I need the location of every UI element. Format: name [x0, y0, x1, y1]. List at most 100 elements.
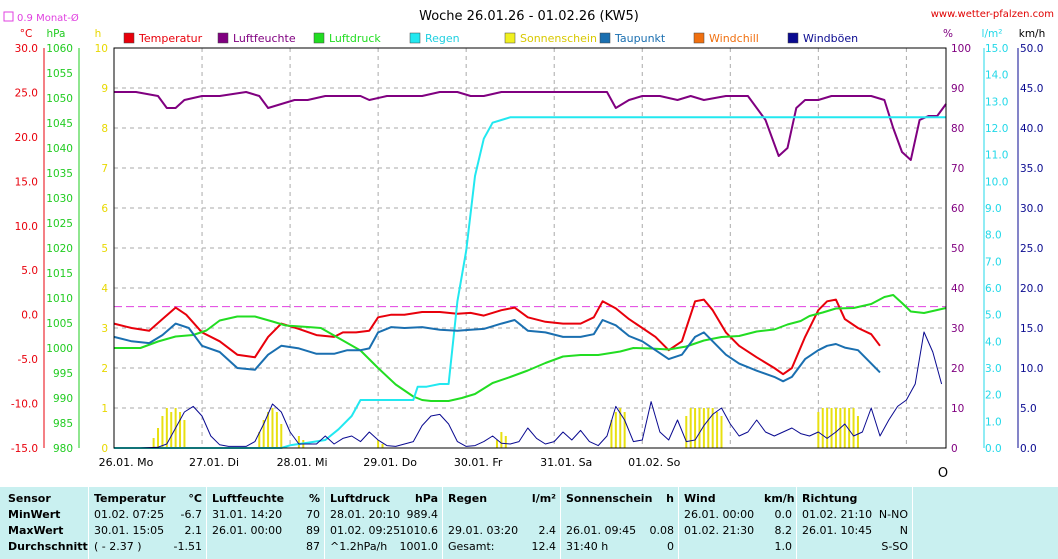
- cell-value: -6.7: [180, 508, 202, 521]
- chart-legend: Temperatur Luftfeuchte Luftdruck Regen Sonne…: [123, 32, 858, 45]
- pressure-tick: 990: [53, 393, 73, 405]
- cell-value: 0.08: [649, 524, 675, 537]
- sunshine-bar: [297, 436, 300, 448]
- sunshine-bar: [152, 438, 155, 448]
- pressure-tick: 985: [53, 418, 73, 430]
- series-line-windböen: [114, 331, 943, 449]
- sunshine-bar: [381, 444, 384, 448]
- pressure-tick: 1035: [46, 168, 73, 180]
- rain-tick: 10.0: [985, 176, 1008, 188]
- unit-left: °C: [20, 28, 33, 40]
- humidity-tick: 100: [951, 43, 971, 55]
- sunshine-bar: [702, 408, 705, 448]
- sunshine-tick: 5: [101, 243, 108, 255]
- temp-tick: -5.0: [18, 354, 39, 366]
- wind-tick: 10.0: [1020, 363, 1043, 375]
- sunshine-bar: [280, 424, 283, 448]
- sunshine-bar: [258, 432, 261, 448]
- table-divider: [912, 487, 913, 559]
- cell-value: 8.2: [774, 524, 793, 537]
- table-divider: [560, 487, 561, 559]
- cell-date: 01.02. 09:25: [330, 524, 401, 537]
- cell-date: ( - 2.37 ): [94, 540, 142, 553]
- legend-label: Sonnenschein: [520, 32, 597, 45]
- temp-tick: 20.0: [15, 132, 38, 144]
- legend-label: Windböen: [803, 32, 858, 45]
- pressure-tick: 1020: [46, 243, 73, 255]
- column-unit: km/h: [764, 492, 795, 505]
- cell-date: 26.01. 10:45: [802, 524, 873, 537]
- x-tick-label: 26.01. Mo: [99, 456, 154, 469]
- column-header: Regen: [448, 492, 488, 505]
- cell-date: 26.01. 00:00: [684, 508, 755, 521]
- sunshine-bar: [504, 436, 507, 448]
- pressure-tick: 1055: [46, 68, 73, 80]
- table-divider: [206, 487, 207, 559]
- cell-value: 1.0: [774, 540, 793, 553]
- sunshine-bar: [711, 408, 714, 448]
- sunshine-bar: [157, 428, 160, 448]
- unit-right: km/h: [1019, 28, 1046, 40]
- sunshine-bar: [500, 432, 503, 448]
- statistics-table: Sensor MinWert MaxWert Durchschnitt Temperat…: [0, 487, 1058, 559]
- wind-tick: 15.0: [1020, 323, 1043, 335]
- series-line-regen: [114, 116, 946, 449]
- sunshine-tick: 3: [101, 323, 108, 335]
- sunshine-bar: [267, 412, 270, 448]
- row-label: MaxWert: [8, 524, 64, 537]
- wind-tick: 5.0: [1020, 403, 1037, 415]
- pressure-tick: 1040: [46, 143, 73, 155]
- sunshine-bar: [161, 416, 164, 448]
- humidity-tick: 50: [951, 243, 964, 255]
- sunshine-bar: [848, 408, 851, 448]
- sunshine-tick: 4: [101, 283, 108, 295]
- rain-tick: 6.0: [985, 283, 1002, 295]
- table-divider: [442, 487, 443, 559]
- sunshine-bar: [843, 408, 846, 448]
- wind-tick: 40.0: [1020, 123, 1043, 135]
- pressure-tick: 980: [53, 443, 73, 455]
- legend-label: Temperatur: [138, 32, 203, 45]
- column-header: Richtung: [802, 492, 858, 505]
- temp-tick: 10.0: [15, 221, 38, 233]
- humidity-tick: 60: [951, 203, 964, 215]
- site-url: www.wetter-pfalzen.com: [931, 9, 1054, 20]
- rain-tick: 4.0: [985, 336, 1002, 348]
- column-unit: h: [666, 492, 674, 505]
- series-line-luftfeuchte: [114, 91, 947, 161]
- pressure-tick: 1000: [46, 343, 73, 355]
- cell-value: 89: [306, 524, 320, 537]
- pressure-tick: 1005: [46, 318, 73, 330]
- pressure-tick: 1050: [46, 93, 73, 105]
- rain-tick: 15.0: [985, 43, 1008, 55]
- chart-axes: 30.025.020.015.010.05.00.0-5.0-10.0-15.0…: [11, 43, 1044, 469]
- sunshine-bar: [179, 412, 182, 448]
- column-header: Luftdruck: [330, 492, 390, 505]
- x-tick-label: 01.02. So: [628, 456, 680, 469]
- sunshine-bar: [716, 412, 719, 448]
- unit-right: l/m²: [982, 28, 1003, 40]
- cell-value: N: [899, 524, 908, 537]
- x-tick-label: 27.01. Di: [189, 456, 239, 469]
- legend-label: Taupunkt: [614, 32, 666, 45]
- legend-label: Windchill: [709, 32, 759, 45]
- table-divider: [678, 487, 679, 559]
- cell-date: 29.01. 03:20: [448, 524, 519, 537]
- sunshine-bar: [170, 412, 173, 448]
- rain-tick: 0.0: [985, 443, 1002, 455]
- legend-swatch: [599, 32, 611, 44]
- rain-tick: 3.0: [985, 363, 1002, 375]
- sunshine-bar: [707, 408, 710, 448]
- pressure-tick: 1015: [46, 268, 73, 280]
- sunshine-tick: 7: [101, 163, 108, 175]
- humidity-tick: 0: [951, 443, 958, 455]
- sunshine-bar: [614, 412, 617, 448]
- legend-label: Luftfeuchte: [233, 32, 296, 45]
- humidity-tick: 70: [951, 163, 964, 175]
- sunshine-bar: [817, 412, 820, 448]
- temp-tick: 0.0: [21, 310, 38, 322]
- legend-swatch: [693, 32, 705, 44]
- wind-tick: 35.0: [1020, 163, 1043, 175]
- monthly-average-label: 0.9 Monat-Ø: [17, 12, 79, 24]
- column-header: Temperatur: [94, 492, 166, 505]
